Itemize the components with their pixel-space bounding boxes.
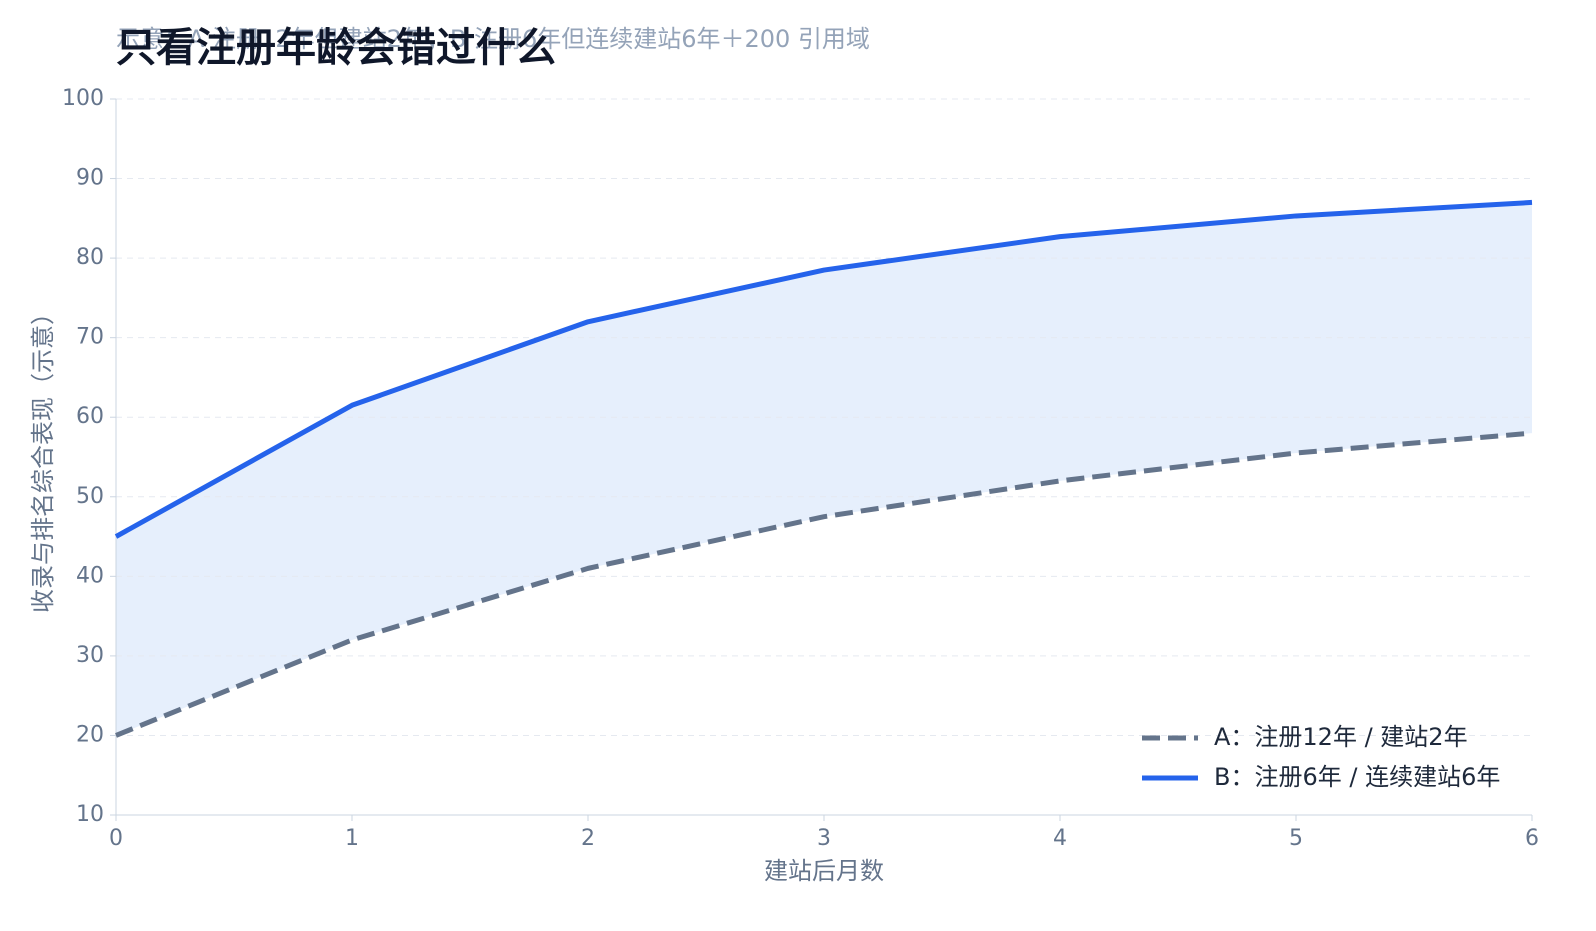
y-tick-label: 50 bbox=[76, 484, 104, 509]
x-tick-label: 1 bbox=[345, 826, 359, 851]
legend-label: A：注册12年 / 建站2年 bbox=[1214, 723, 1468, 751]
y-tick-label: 80 bbox=[76, 245, 104, 270]
y-tick-label: 40 bbox=[76, 563, 104, 588]
legend-label: B：注册6年 / 连续建站6年 bbox=[1214, 763, 1500, 791]
y-tick-label: 30 bbox=[76, 643, 104, 668]
chart-title: 只看注册年龄会错过什么 bbox=[116, 25, 556, 71]
x-tick-label: 2 bbox=[581, 826, 595, 851]
x-tick-label: 0 bbox=[109, 826, 123, 851]
chart-subtitle: 示意：A 注册12年但建站2年；B 注册6年但连续建站6年＋200 引用域 bbox=[116, 25, 870, 53]
series-line bbox=[114, 199, 1533, 539]
x-tick-label: 4 bbox=[1053, 826, 1067, 851]
x-tick-label: 3 bbox=[817, 826, 831, 851]
y-tick-label: 100 bbox=[62, 86, 104, 111]
y-tick-label: 20 bbox=[76, 722, 104, 747]
y-tick-label: 60 bbox=[76, 404, 104, 429]
series-line bbox=[115, 430, 1533, 738]
y-tick-label: 10 bbox=[76, 802, 104, 827]
x-tick-label: 5 bbox=[1289, 826, 1303, 851]
x-axis-label: 建站后月数 bbox=[764, 857, 884, 885]
y-tick-label: 70 bbox=[76, 325, 104, 350]
y-tick-label: 90 bbox=[76, 166, 104, 191]
y-axis-label: 收录与排名综合表现（示意） bbox=[29, 301, 57, 613]
x-tick-label: 6 bbox=[1525, 826, 1539, 851]
